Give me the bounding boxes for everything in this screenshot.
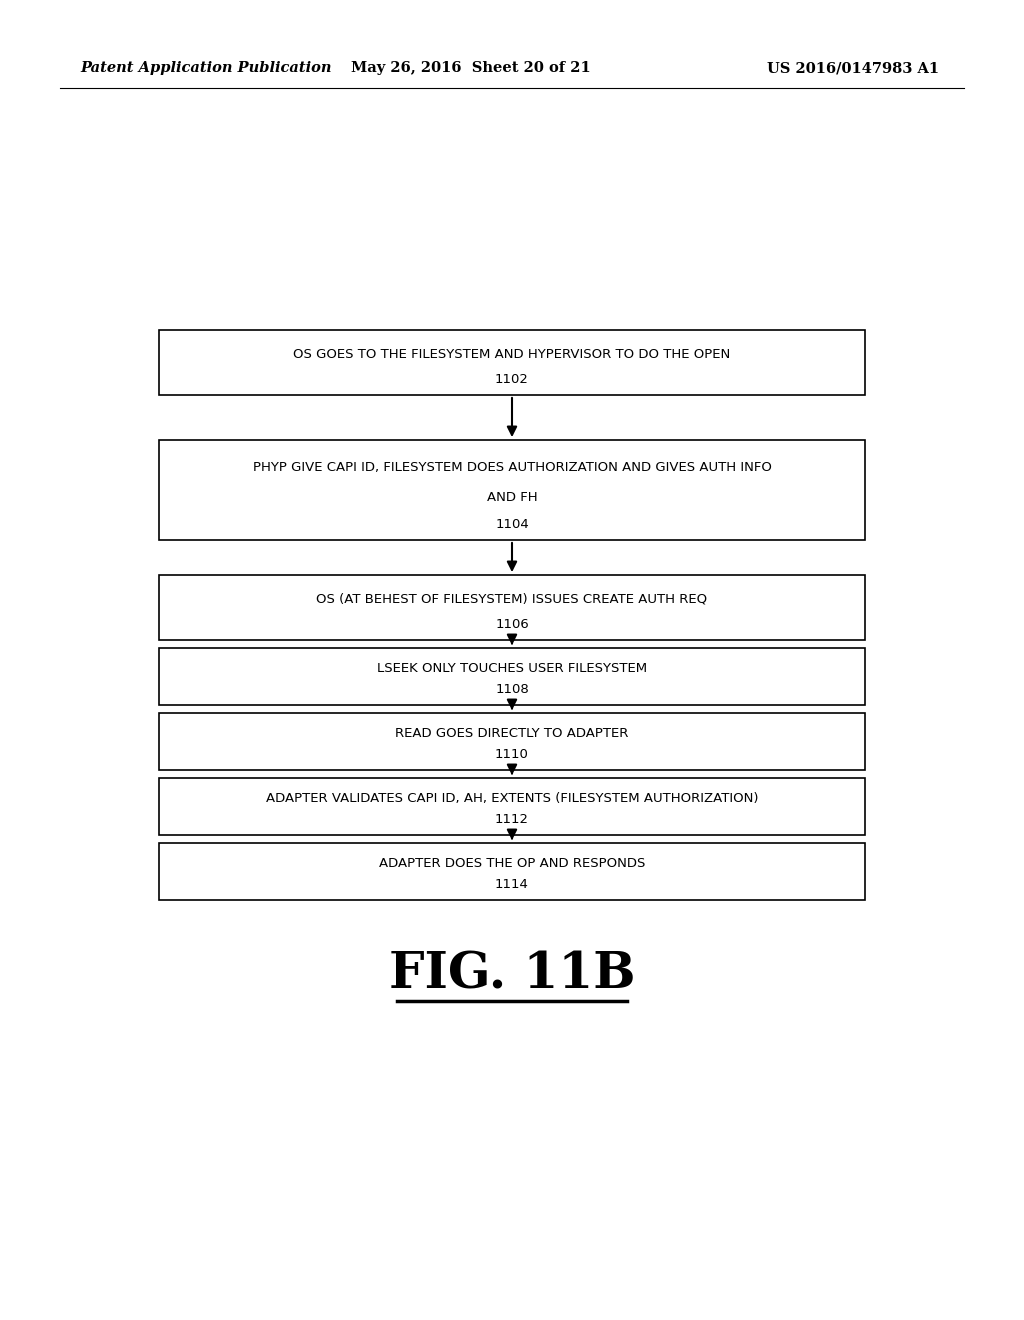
Text: AND FH: AND FH [486,491,538,504]
Text: US 2016/0147983 A1: US 2016/0147983 A1 [767,61,939,75]
Text: OS GOES TO THE FILESYSTEM AND HYPERVISOR TO DO THE OPEN: OS GOES TO THE FILESYSTEM AND HYPERVISOR… [293,348,731,360]
Text: READ GOES DIRECTLY TO ADAPTER: READ GOES DIRECTLY TO ADAPTER [395,727,629,741]
Bar [159,576,865,640]
Bar [159,713,865,770]
Text: OS (AT BEHEST OF FILESYSTEM) ISSUES CREATE AUTH REQ: OS (AT BEHEST OF FILESYSTEM) ISSUES CREA… [316,593,708,606]
Text: FIG. 11B: FIG. 11B [389,950,635,999]
Bar [159,843,865,900]
Text: 1112: 1112 [495,813,529,826]
Bar [159,648,865,705]
Text: LSEEK ONLY TOUCHES USER FILESYSTEM: LSEEK ONLY TOUCHES USER FILESYSTEM [377,663,647,675]
Text: May 26, 2016  Sheet 20 of 21: May 26, 2016 Sheet 20 of 21 [351,61,591,75]
Bar [159,330,865,395]
Text: 1102: 1102 [495,374,529,385]
Text: 1104: 1104 [496,517,528,531]
Text: 1110: 1110 [495,748,529,762]
Text: Patent Application Publication: Patent Application Publication [80,61,332,75]
Text: 1108: 1108 [496,682,528,696]
Text: ADAPTER VALIDATES CAPI ID, AH, EXTENTS (FILESYSTEM AUTHORIZATION): ADAPTER VALIDATES CAPI ID, AH, EXTENTS (… [266,792,758,805]
Text: PHYP GIVE CAPI ID, FILESYSTEM DOES AUTHORIZATION AND GIVES AUTH INFO: PHYP GIVE CAPI ID, FILESYSTEM DOES AUTHO… [253,461,771,474]
Text: 1114: 1114 [495,878,529,891]
Bar [159,440,865,540]
Text: 1106: 1106 [496,618,528,631]
Text: ADAPTER DOES THE OP AND RESPONDS: ADAPTER DOES THE OP AND RESPONDS [379,857,645,870]
Bar [159,777,865,836]
